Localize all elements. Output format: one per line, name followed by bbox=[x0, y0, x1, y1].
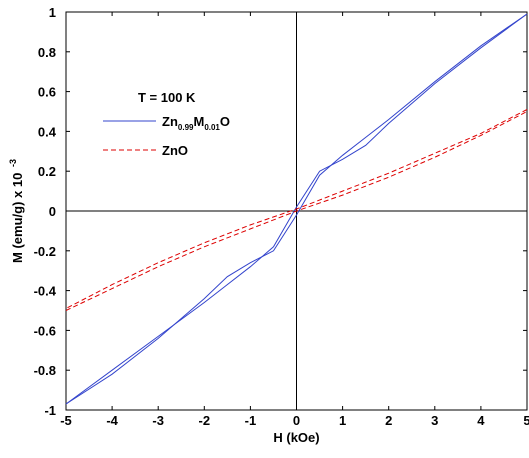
x-tick-label: 0 bbox=[293, 413, 300, 428]
y-tick-label: -1 bbox=[44, 403, 56, 418]
legend-label-zno: ZnO bbox=[162, 143, 188, 158]
x-tick-label: 2 bbox=[385, 413, 392, 428]
x-tick-label: -3 bbox=[152, 413, 164, 428]
x-axis-label: H (kOe) bbox=[273, 430, 319, 445]
y-tick-label: 1 bbox=[49, 5, 56, 20]
y-axis-label-exponent: -3 bbox=[8, 159, 18, 167]
y-axis-label: M (emu/g) x 10 -3 bbox=[8, 159, 25, 263]
legend-label-zn-doped: Zn0.99M0.01O bbox=[162, 114, 230, 132]
y-tick-label: 0.8 bbox=[38, 45, 56, 60]
series-1-branch-down bbox=[65, 109, 528, 309]
x-tick-label: -4 bbox=[106, 413, 118, 428]
legend-title: T = 100 K bbox=[138, 90, 196, 105]
x-tick-label: 4 bbox=[477, 413, 485, 428]
y-tick-label: 0.6 bbox=[38, 85, 56, 100]
y-tick-label: -0.2 bbox=[34, 244, 56, 259]
x-tick-label: -2 bbox=[199, 413, 211, 428]
data-series bbox=[65, 13, 528, 405]
x-tick-label: 3 bbox=[431, 413, 438, 428]
series-0-branch-down bbox=[65, 13, 528, 405]
x-tick-label: -1 bbox=[245, 413, 257, 428]
y-axis-label-main: M (emu/g) x 10 bbox=[10, 173, 25, 263]
x-tick-label: -5 bbox=[60, 413, 72, 428]
y-tick-label: 0 bbox=[49, 204, 56, 219]
series-1-branch-up bbox=[65, 111, 528, 311]
y-tick-label: -0.6 bbox=[34, 323, 56, 338]
y-tick-label: -0.8 bbox=[34, 363, 56, 378]
y-tick-label: 0.4 bbox=[38, 124, 57, 139]
ticks bbox=[65, 11, 528, 411]
tick-labels: -5 -4 -3 -2 -1 0 1 2 3 4 5 -1 -0.8 -0.6 -0.4 -0.2 0 0.2 0.… bbox=[34, 5, 529, 428]
legend: T = 100 K Zn0.99M0.01O ZnO bbox=[103, 90, 230, 158]
y-tick-label: -0.4 bbox=[34, 284, 57, 299]
x-tick-label: 1 bbox=[339, 413, 346, 428]
x-tick-label: 5 bbox=[523, 413, 529, 428]
y-tick-label: 0.2 bbox=[38, 164, 56, 179]
